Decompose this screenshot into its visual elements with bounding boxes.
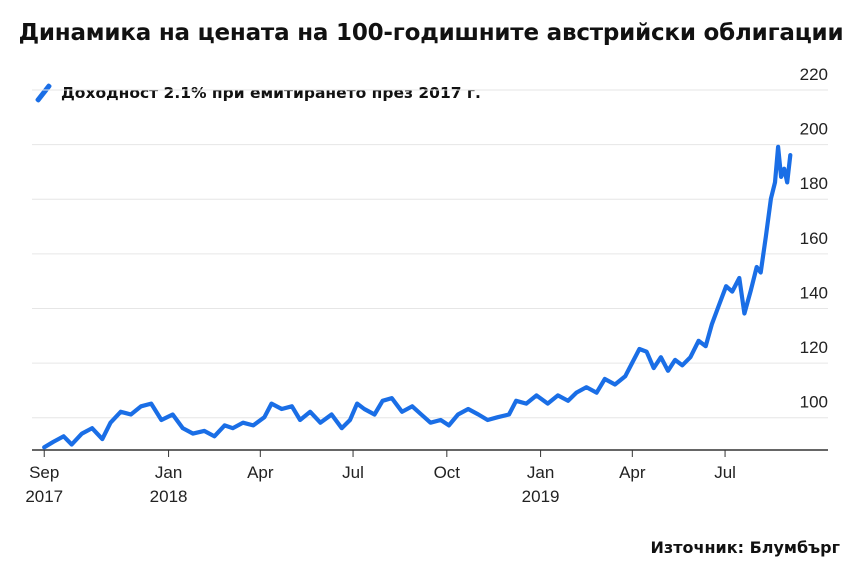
y-tick-label-160: 160 — [800, 229, 828, 248]
y-tick-label-100: 100 — [800, 393, 828, 412]
x-tick-label-1: Jan — [155, 463, 182, 482]
x-tick-label-2: Apr — [247, 463, 274, 482]
x-tick-year-label-1: 2018 — [150, 487, 188, 506]
y-tick-label-120: 120 — [800, 338, 828, 357]
x-tick-label-4: Oct — [434, 463, 461, 482]
x-tick-label-0: Sep — [29, 463, 59, 482]
x-tick-label-5: Jan — [527, 463, 554, 482]
x-tick-year-label-0: 2017 — [25, 487, 63, 506]
series-line-0 — [42, 144, 793, 450]
x-tick-label-6: Apr — [619, 463, 646, 482]
y-tick-label-220: 220 — [800, 65, 828, 84]
chart-title: Динамика на цената на 100-годишните авст… — [18, 20, 844, 46]
legend: Доходност 2.1% при емитирането през 2017… — [34, 84, 481, 102]
x-tick-year-label-5: 2019 — [522, 487, 560, 506]
y-tick-label-200: 200 — [800, 120, 828, 139]
x-tick-label-7: Jul — [714, 463, 736, 482]
source-note: Източник: Блумбърг — [650, 538, 840, 557]
y-tick-label-180: 180 — [800, 174, 828, 193]
legend-label: Доходност 2.1% при емитирането през 2017… — [61, 84, 481, 102]
y-tick-label-140: 140 — [800, 283, 828, 302]
x-tick-label-3: Jul — [342, 463, 364, 482]
